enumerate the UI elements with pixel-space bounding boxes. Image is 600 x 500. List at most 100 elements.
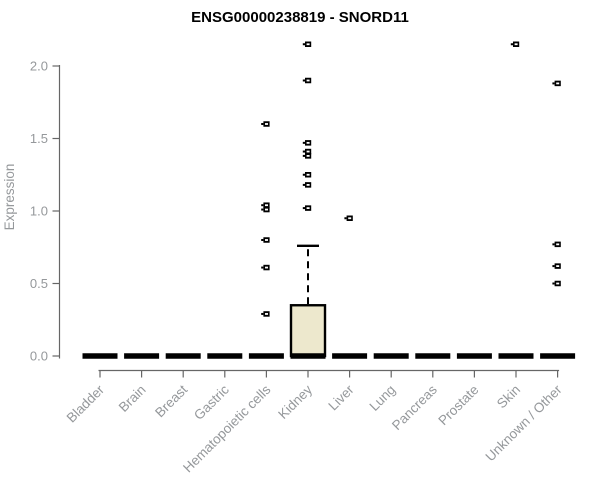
outlier-nub — [261, 312, 264, 315]
outlier-slit — [556, 82, 560, 85]
outlier-point — [552, 241, 561, 248]
x-tick-label: Gastric — [191, 382, 232, 423]
outlier-nub — [344, 217, 347, 220]
outlier-nub — [302, 79, 305, 82]
outlier-point — [510, 41, 520, 47]
x-tick-label: Kidney — [275, 382, 315, 422]
x-tick-label: Brain — [116, 382, 149, 415]
outlier-point — [302, 148, 312, 155]
outlier-slit — [306, 155, 310, 157]
box-group — [124, 353, 160, 359]
outlier-nub — [302, 154, 305, 157]
median-bar — [415, 353, 451, 359]
outlier-nub — [302, 183, 305, 186]
outlier-point — [261, 202, 270, 208]
median-bar — [124, 353, 160, 359]
outlier-point — [302, 172, 312, 178]
outlier-point — [552, 263, 561, 269]
outlier-slit — [265, 123, 268, 125]
x-tick-label: Breast — [152, 382, 190, 420]
box-group — [415, 353, 451, 359]
box-group — [332, 215, 368, 359]
x-tick-label: Lung — [366, 382, 398, 414]
outlier-slit — [265, 239, 268, 241]
median-bar — [248, 353, 284, 359]
median-bar — [290, 353, 326, 359]
median-bar — [332, 353, 368, 359]
outlier-slit — [306, 207, 310, 209]
outlier-point — [302, 140, 312, 146]
outlier-slit — [306, 141, 310, 144]
outlier-point — [552, 80, 561, 87]
median-bar — [540, 353, 576, 359]
outlier-point — [302, 41, 312, 47]
box-group — [207, 353, 243, 359]
outlier-slit — [265, 313, 268, 315]
outlier-slit — [514, 43, 518, 46]
x-tick-label: Liver — [325, 382, 357, 414]
box-group — [248, 121, 284, 359]
outlier-nub — [261, 123, 264, 125]
box-group — [540, 80, 576, 359]
outlier-nub — [552, 243, 555, 246]
outlier-nub — [302, 43, 305, 46]
outlier-point — [302, 77, 312, 84]
outlier-point — [302, 153, 312, 159]
median-bar — [207, 353, 243, 359]
x-tick-label: Skin — [494, 382, 523, 411]
outlier-slit — [556, 243, 560, 246]
y-tick-label: 2.0 — [30, 59, 48, 74]
x-tick-label: Pancreas — [389, 382, 440, 433]
outlier-nub — [261, 239, 264, 241]
y-tick-label: 0.5 — [30, 276, 48, 291]
y-axis-label: Expression — [2, 164, 17, 231]
box-group — [289, 41, 327, 359]
median-bar — [373, 353, 409, 359]
outlier-slit — [306, 79, 310, 82]
outlier-point — [302, 205, 312, 211]
outlier-point — [261, 311, 270, 317]
outlier-slit — [306, 184, 310, 186]
outlier-slit — [265, 204, 268, 207]
outlier-nub — [552, 265, 555, 268]
box-group — [456, 353, 492, 359]
outlier-nub — [261, 266, 264, 269]
outlier-point — [261, 237, 270, 243]
outlier-slit — [348, 217, 352, 220]
outlier-slit — [306, 173, 310, 176]
outlier-point — [261, 206, 270, 213]
outlier-point — [302, 182, 312, 188]
outlier-nub — [302, 207, 305, 210]
outlier-slit — [556, 282, 560, 285]
box-group — [373, 353, 409, 359]
outlier-nub — [302, 150, 305, 153]
box-group — [165, 353, 201, 359]
outlier-point — [261, 121, 270, 127]
outlier-slit — [306, 150, 310, 153]
y-tick-label: 1.0 — [30, 204, 48, 219]
chart-title: ENSG00000238819 - SNORD11 — [191, 9, 409, 26]
y-tick-label: 0.0 — [30, 349, 48, 364]
median-bar — [165, 353, 201, 359]
outlier-nub — [552, 282, 555, 285]
outlier-nub — [261, 204, 264, 207]
outlier-slit — [265, 208, 268, 211]
outlier-slit — [265, 266, 268, 269]
x-tick-label: Unknown / Other — [482, 382, 565, 465]
x-tick-label: Bladder — [64, 382, 108, 426]
median-bar — [498, 353, 534, 359]
outlier-nub — [302, 141, 305, 144]
outlier-nub — [261, 208, 264, 211]
outlier-nub — [552, 82, 555, 85]
outlier-nub — [510, 43, 513, 46]
plot-content: 0.0 0.5 1.0 1.5 2.0 Bladder Brain Breast Gastric… — [30, 41, 576, 475]
outlier-slit — [306, 43, 310, 46]
outlier-point — [552, 280, 561, 287]
box-group — [82, 353, 118, 359]
outlier-point — [261, 264, 270, 271]
outlier-point — [344, 215, 353, 221]
box-group — [498, 41, 534, 359]
y-tick-label: 1.5 — [30, 131, 48, 146]
